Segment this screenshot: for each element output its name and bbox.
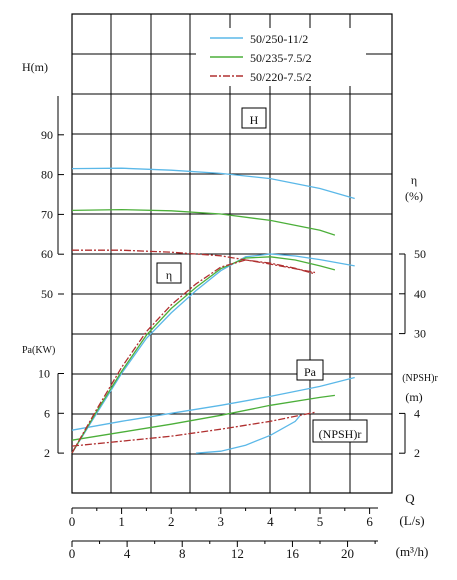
curve-head-series-2 [71,208,336,236]
h-tick-label: 80 [41,168,53,182]
m3h-axis-unit: (m³/h) [396,544,429,559]
curve-label-eta-box [156,262,182,284]
curve-label-npsh-box [312,419,368,443]
curve-label-h-box [241,107,267,129]
legend-entry: 50/220-7.5/2 [250,70,312,84]
curve-power-series-2 [71,394,335,441]
curve-efficiency-series-1 [71,253,355,454]
ls-tick-label: 3 [218,514,225,529]
curve-label-h-text: H [250,113,259,127]
curve-npsh-series-1 [195,414,301,454]
m3h-tick-label: 16 [286,546,300,561]
legend: 50/250-11/2 50/235-7.5/2 50/220-7.5/2 [196,28,366,86]
curve-labels: Hη Pa (NPSH)r [156,107,368,443]
ls-tick-label: 1 [118,514,125,529]
legend-entry: 50/235-7.5/2 [250,51,312,65]
ls-tick-label: 0 [69,514,76,529]
legend-entry: 50/250-11/2 [250,32,308,46]
npsh-tick-label: 2 [414,446,420,460]
curve-label-pa-box [296,359,324,381]
eta-axis-unit: (%) [405,189,423,203]
pa-tick-label: 10 [38,367,50,381]
eta-axis-label: η [411,173,417,187]
ls-tick-label: 4 [267,514,274,529]
curve-power-series-1 [71,376,355,431]
h-axis-label: H(m) [22,60,48,74]
m3h-tick-label: 8 [179,546,186,561]
curve-power-series-3 [71,411,316,447]
eta-tick-label: 40 [414,287,426,301]
curve-efficiency-series-2 [71,256,336,454]
pa-tick-label: 6 [44,406,50,420]
curve-head-series-3 [72,249,316,274]
ls-tick-label: 5 [317,514,324,529]
npsh-axis-unit: (m) [405,390,422,404]
h-tick-label: 70 [41,207,53,221]
performance-curves [71,167,355,454]
h-tick-label: 50 [41,287,53,301]
curve-efficiency-series-3 [71,259,316,454]
pa-axis-label: Pa(KW) [22,345,55,356]
ls-axis-unit: (L/s) [399,513,424,528]
npsh-axis-label: (NPSH)r [402,373,438,384]
curve-head-series-1 [71,167,355,200]
ls-tick-label: 2 [168,514,175,529]
m3h-tick-label: 12 [231,546,244,561]
eta-tick-label: 30 [414,327,426,341]
q-axis-label: Q [405,491,415,506]
ls-tick-label: 6 [366,514,373,529]
eta-tick-label: 50 [414,247,426,261]
m3h-tick-label: 0 [69,546,76,561]
npsh-tick-label: 4 [414,406,420,420]
h-tick-label: 60 [41,247,53,261]
pa-tick-label: 2 [44,446,50,460]
curve-label-pa-text: Pa [304,365,317,379]
curve-label-npsh-text: (NPSH)r [319,427,362,441]
curve-label-eta-text: η [166,268,172,282]
m3h-tick-label: 20 [341,546,354,561]
h-tick-label: 90 [41,128,53,142]
m3h-tick-label: 4 [124,546,131,561]
